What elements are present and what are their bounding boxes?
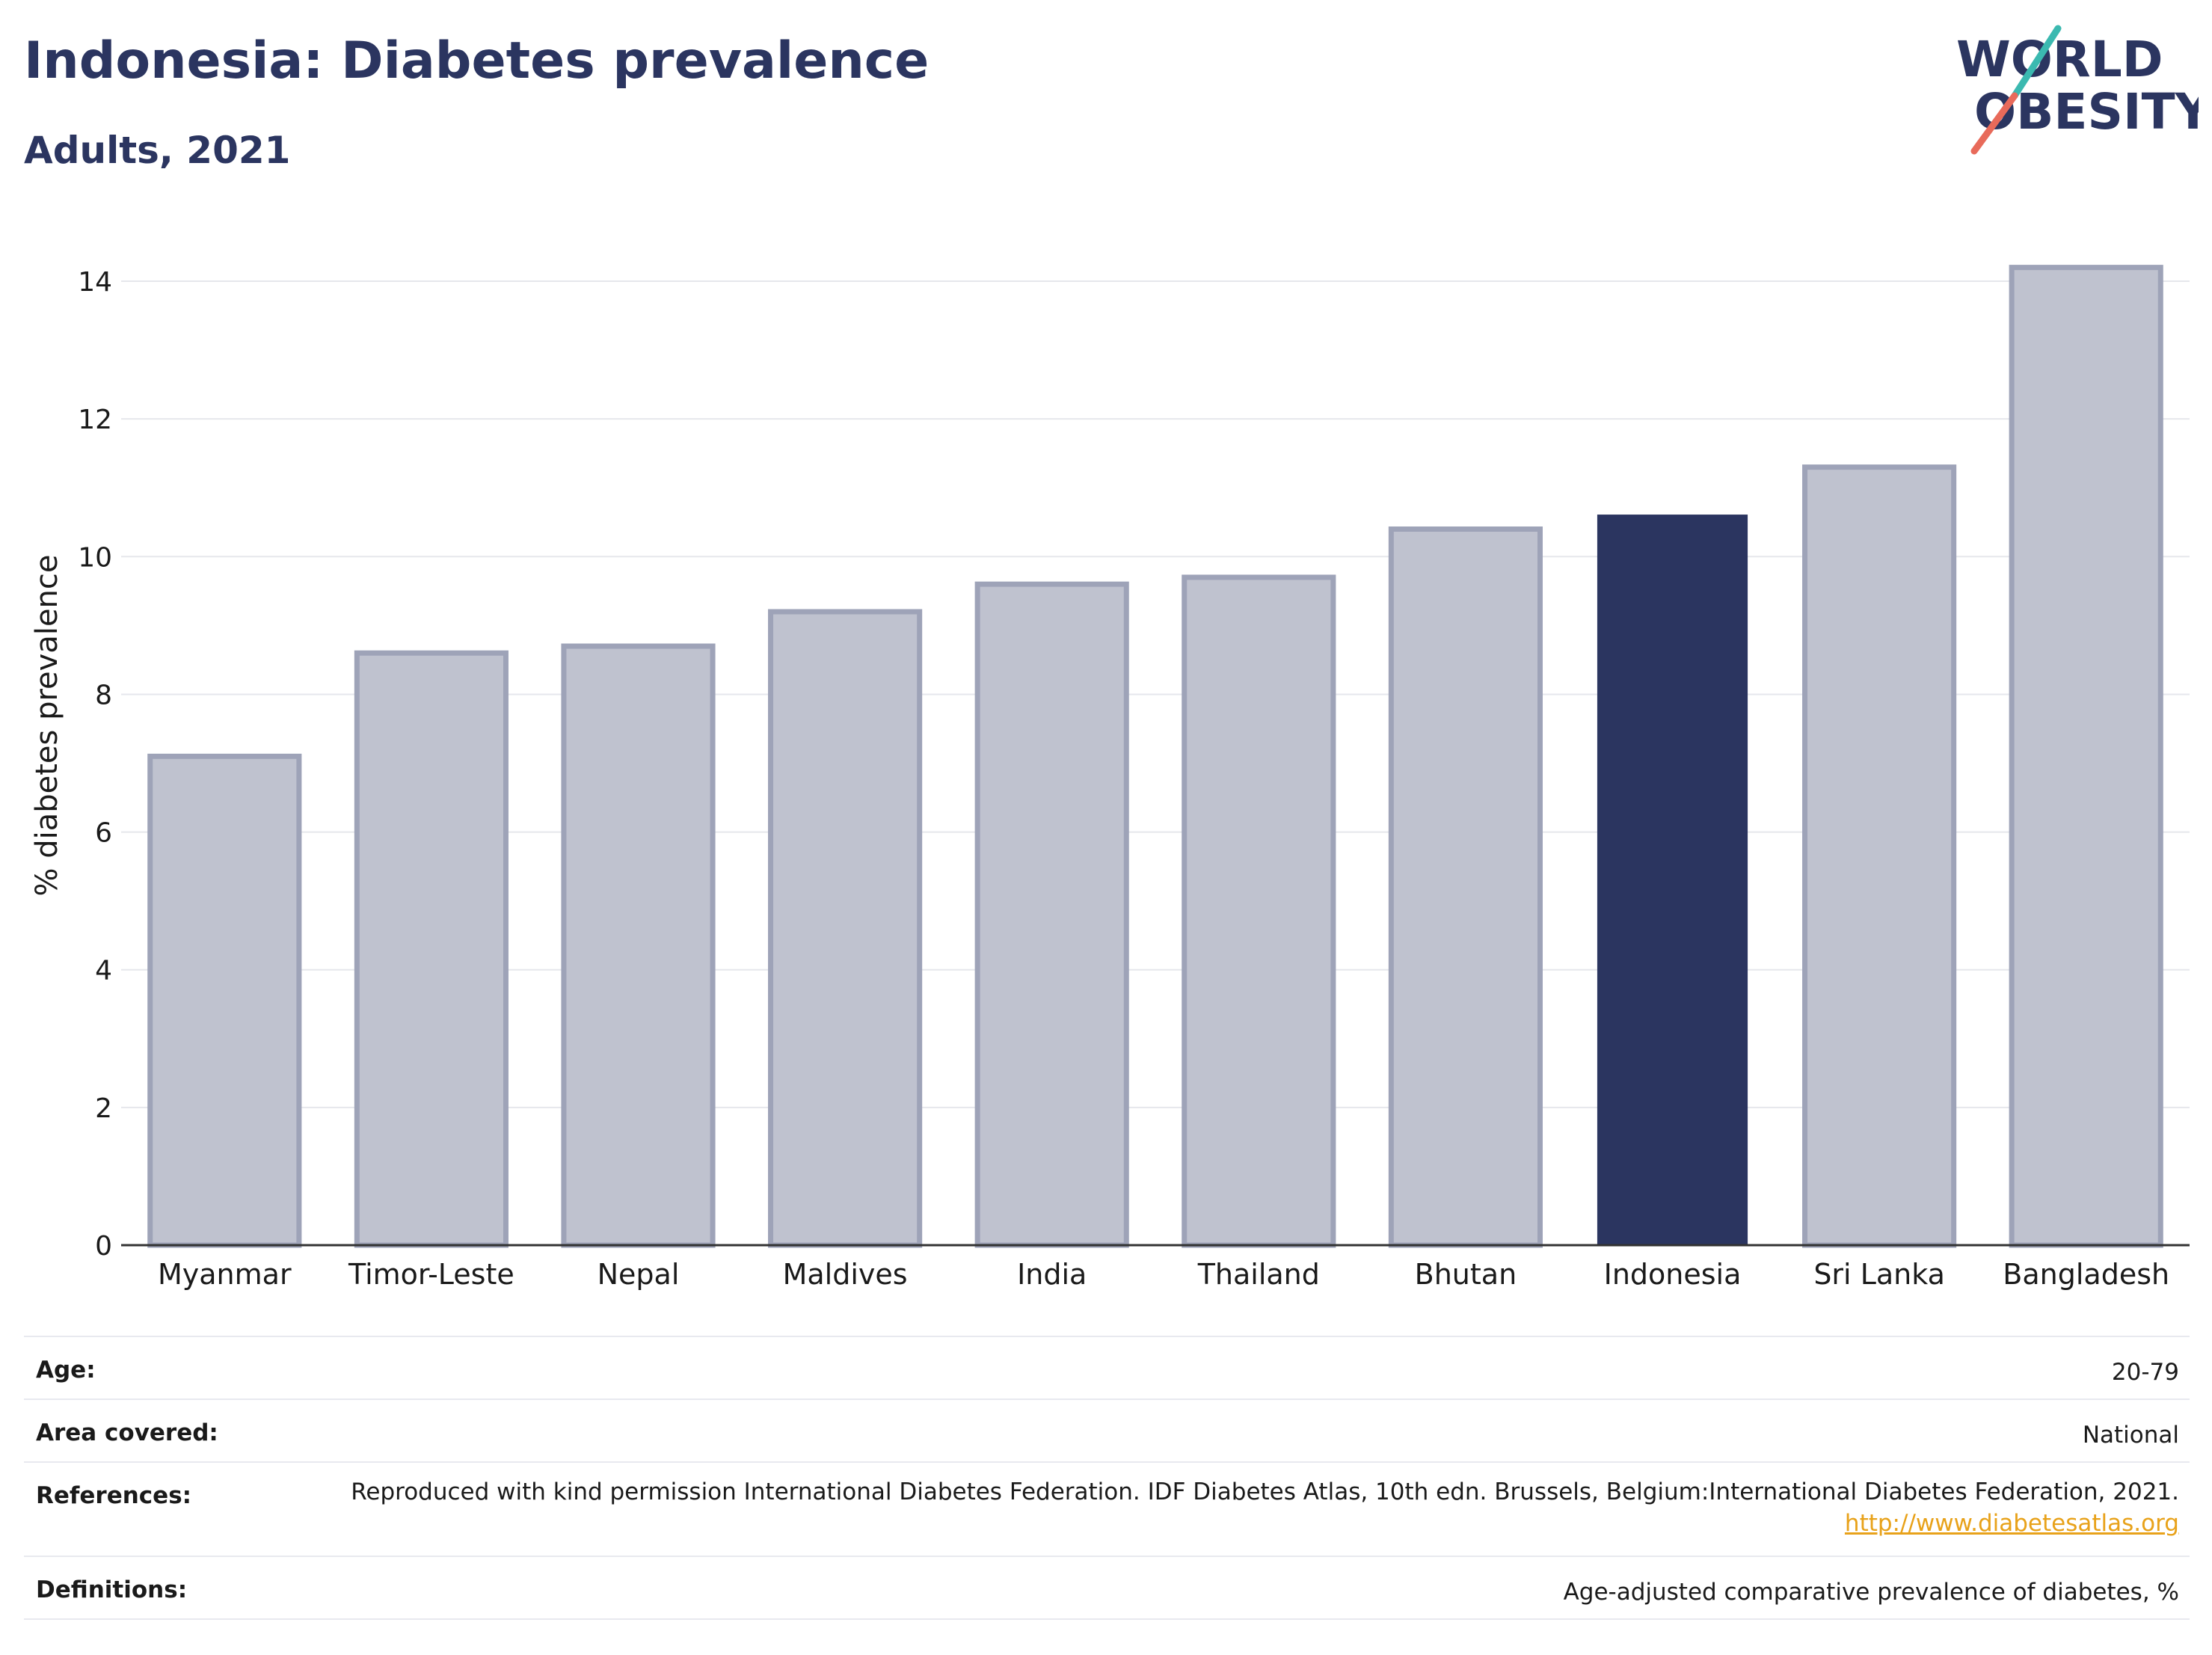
definitions-value: Age-adjusted comparative prevalence of d…	[218, 1556, 2190, 1620]
age-value: 20-79	[218, 1336, 2190, 1399]
x-axis-ticks: Myanmar Timor-Leste Nepal Maldives India Thai…	[158, 1258, 2169, 1291]
x-tick-label: Thailand	[1197, 1258, 1320, 1291]
bar-timor-leste	[354, 650, 509, 1248]
references-value: Reproduced with kind permission Internat…	[218, 1461, 2190, 1556]
info-row-definitions: Definitions: Age-adjusted comparative pr…	[24, 1556, 2190, 1620]
bar-maldives	[768, 609, 923, 1248]
y-axis-ticks: 0 2 4 6 8 10 12 14	[78, 267, 112, 1262]
chart-title: Indonesia: Diabetes prevalence	[24, 31, 930, 90]
y-tick-label: 8	[95, 680, 112, 710]
world-obesity-logo: WORLD OBESITY	[1956, 25, 2199, 155]
y-tick-label: 6	[95, 818, 112, 849]
logo-text-world: WORLD	[1956, 31, 2163, 88]
bar-myanmar	[147, 753, 302, 1248]
y-axis-label: % diabetes prevalence	[30, 554, 64, 896]
x-tick-label: Nepal	[597, 1258, 680, 1291]
bar-india	[974, 581, 1129, 1248]
info-table: Age: 20-79 Area covered: National Refere…	[24, 1336, 2190, 1620]
area-value: National	[218, 1398, 2190, 1462]
x-tick-label: India	[1017, 1258, 1087, 1291]
info-row-age: Age: 20-79	[24, 1336, 2190, 1399]
bar-chart: 0 2 4 6 8 10 12 14 Myanmar Timor-Leste Nepal Maldi…	[30, 265, 2190, 1291]
logo-slash-top	[2011, 25, 2062, 99]
bar-bangladesh	[2009, 265, 2163, 1248]
references-text: Reproduced with kind permission Internat…	[351, 1479, 2179, 1505]
references-label: References:	[24, 1461, 218, 1556]
y-tick-label: 14	[78, 267, 112, 298]
x-tick-label: Bhutan	[1415, 1258, 1517, 1291]
definitions-label: Definitions:	[24, 1556, 218, 1620]
x-tick-label: Timor-Leste	[348, 1258, 514, 1291]
x-tick-label: Bangladesh	[2003, 1258, 2169, 1291]
x-tick-label: Indonesia	[1604, 1258, 1742, 1291]
y-tick-label: 4	[95, 956, 112, 986]
references-link[interactable]: http://www.diabetesatlas.org	[1844, 1510, 2179, 1537]
bar-bhutan	[1388, 526, 1543, 1248]
y-tick-label: 12	[78, 405, 112, 435]
bar-thailand	[1182, 574, 1336, 1248]
x-tick-label: Myanmar	[158, 1258, 292, 1291]
bar-indonesia	[1597, 515, 1748, 1246]
y-tick-label: 0	[95, 1231, 112, 1262]
logo-slash-bottom	[1970, 92, 2018, 155]
info-row-references: References: Reproduced with kind permiss…	[24, 1461, 2190, 1556]
area-label: Area covered:	[24, 1398, 218, 1462]
info-row-area: Area covered: National	[24, 1398, 2190, 1462]
x-tick-label: Maldives	[783, 1258, 908, 1291]
age-label: Age:	[24, 1336, 218, 1399]
y-tick-label: 10	[78, 542, 112, 573]
bar-nepal	[561, 643, 716, 1248]
bars	[147, 265, 2163, 1248]
y-tick-label: 2	[95, 1093, 112, 1124]
x-tick-label: Sri Lanka	[1813, 1258, 1945, 1291]
bar-sri-lanka	[1802, 464, 1957, 1248]
chart-subtitle: Adults, 2021	[24, 129, 291, 172]
logo-text-obesity: OBESITY	[1974, 83, 2199, 141]
